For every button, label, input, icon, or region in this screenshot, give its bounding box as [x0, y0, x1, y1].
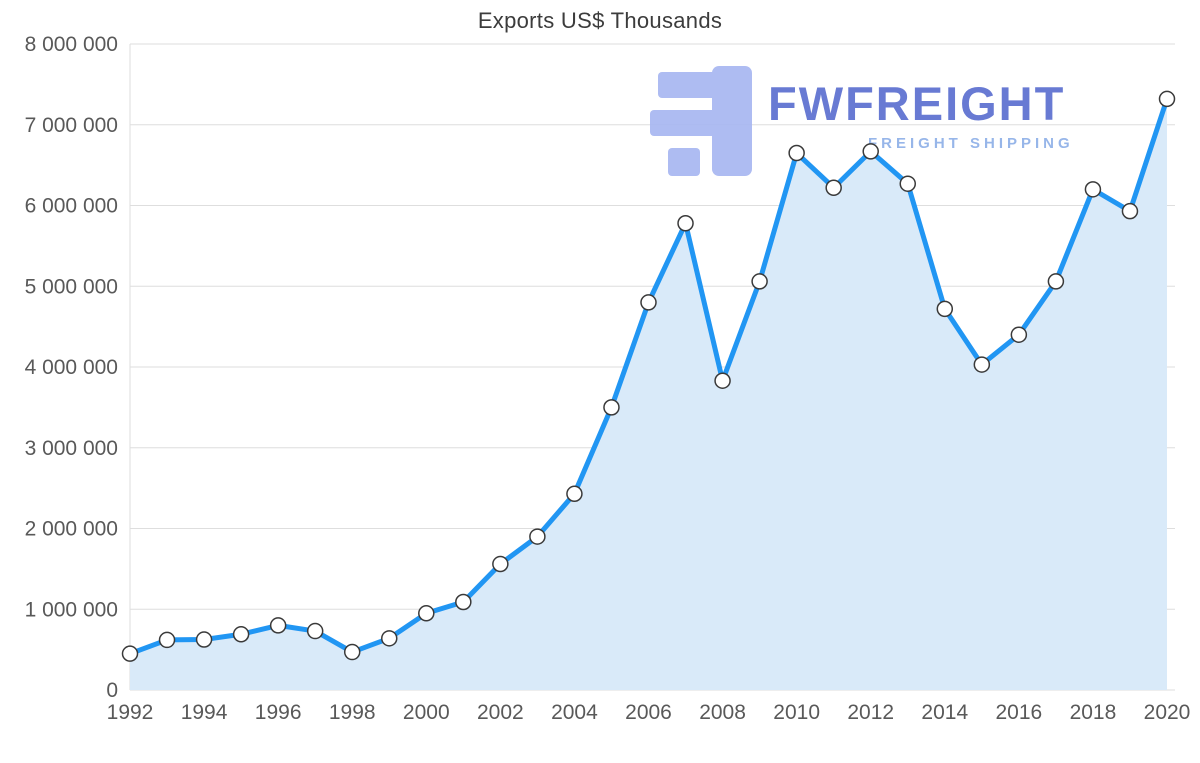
x-axis-label: 1994	[181, 701, 228, 724]
y-axis-label: 4 000 000	[25, 356, 118, 379]
x-axis-label: 1998	[329, 701, 376, 724]
x-axis-label: 2010	[773, 701, 820, 724]
brand-tagline: FREIGHT SHIPPING	[868, 135, 1074, 152]
x-axis-label: 2012	[847, 701, 894, 724]
y-axis-label: 2 000 000	[25, 518, 118, 541]
x-axis-label: 2008	[699, 701, 746, 724]
x-axis-label: 2002	[477, 701, 524, 724]
series-area	[130, 98, 1167, 690]
y-axis-label: 1 000 000	[25, 598, 118, 621]
x-axis-label: 2004	[551, 701, 598, 724]
logo-bar-right	[712, 66, 752, 176]
x-axis-label: 2014	[921, 701, 968, 724]
y-axis-label: 3 000 000	[25, 437, 118, 460]
x-axis-label: 1996	[255, 701, 302, 724]
logo-bar-middle	[650, 110, 716, 136]
brand-name: FWFREIGHT	[768, 77, 1066, 130]
logo-bar-top	[658, 72, 716, 98]
fw-logo-icon	[650, 66, 752, 176]
logo-text: FWFREIGHT FREIGHT SHIPPING	[768, 80, 1074, 152]
x-axis-label: 2000	[403, 701, 450, 724]
brand-watermark: FWFREIGHT FREIGHT SHIPPING	[650, 66, 1074, 176]
y-axis-label: 5 000 000	[25, 275, 118, 298]
y-axis-label: 6 000 000	[25, 195, 118, 218]
x-axis-label: 2006	[625, 701, 672, 724]
x-axis-label: 2020	[1144, 701, 1191, 724]
y-axis-label: 0	[106, 679, 118, 702]
x-axis-label: 1992	[107, 701, 154, 724]
logo-block-bottom	[668, 148, 700, 176]
y-axis-label: 8 000 000	[25, 33, 118, 56]
y-axis-label: 7 000 000	[25, 114, 118, 137]
chart-title: Exports US$ Thousands	[477, 8, 723, 33]
x-axis-label: 2016	[995, 701, 1042, 724]
x-axis-label: 2018	[1070, 701, 1117, 724]
